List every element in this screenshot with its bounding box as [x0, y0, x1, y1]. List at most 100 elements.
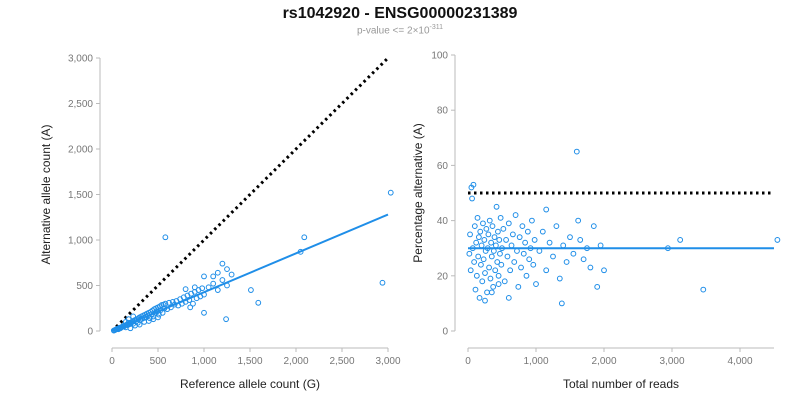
x-tick-label: 3,000 [375, 356, 400, 367]
data-point [573, 148, 580, 155]
data-point [543, 267, 550, 274]
data-point [514, 248, 520, 254]
reference-line [110, 56, 390, 333]
data-point [478, 242, 485, 249]
data-point [125, 316, 132, 323]
data-point [210, 280, 217, 287]
data-point [473, 239, 480, 246]
y-tick-label: 0 [442, 327, 448, 338]
data-point [575, 217, 582, 224]
data-point [130, 313, 137, 320]
data-point [497, 214, 504, 221]
data-point [478, 261, 484, 268]
data-point [495, 272, 502, 279]
data-point [471, 223, 478, 230]
x-tick-label: 0 [109, 356, 115, 367]
data-point [191, 284, 198, 291]
data-point [496, 237, 503, 243]
y-tick-label: 40 [437, 216, 449, 227]
y-tick-label: 500 [76, 281, 93, 292]
data-point [505, 294, 512, 301]
data-point [531, 237, 538, 243]
x-axis-label: Reference allele count (G) [180, 377, 320, 391]
data-point [484, 289, 490, 296]
y-tick-label: 1,500 [68, 190, 93, 201]
data-point [526, 256, 533, 263]
data-point [495, 281, 502, 287]
data-point [774, 237, 781, 243]
data-point [530, 261, 537, 268]
data-point [199, 285, 206, 292]
data-point [210, 273, 217, 280]
data-point [543, 206, 550, 213]
data-point [597, 242, 604, 249]
data-point [518, 264, 524, 271]
data-point [479, 278, 486, 285]
data-point [136, 321, 143, 328]
data-point [190, 300, 196, 307]
data-point [228, 271, 235, 278]
data-point [553, 223, 560, 230]
data-point [512, 212, 519, 218]
data-point [224, 266, 230, 273]
y-axis-label: Percentage alternative (A) [411, 123, 425, 262]
data-point [481, 237, 488, 243]
data-point [214, 287, 221, 293]
data-point [520, 250, 527, 257]
data-point [501, 278, 508, 285]
data-point [469, 195, 475, 202]
data-point [511, 259, 518, 265]
chart-subtitle: p-value <= 2×10-311 [0, 24, 800, 36]
data-point [187, 304, 194, 311]
y-tick-label: 60 [437, 161, 449, 172]
data-point [492, 267, 499, 274]
data-point [492, 242, 499, 249]
subtitle-exponent: -311 [429, 24, 444, 31]
data-point [480, 256, 487, 263]
y-axis-label: Alternative allele count (A) [39, 124, 53, 264]
data-point [529, 217, 535, 224]
x-tick-label: 3,000 [659, 356, 684, 367]
data-point [476, 294, 483, 301]
y-tick-label: 2,500 [68, 99, 93, 110]
data-point [485, 231, 492, 238]
x-tick-label: 1,000 [191, 356, 216, 367]
data-point [201, 273, 207, 280]
data-point [560, 242, 567, 249]
right-scatter-panel: 0 1,000 2,000 3,000 4,000 0 20 40 60 80 100 Total n… [411, 51, 781, 391]
data-point [580, 256, 587, 263]
data-point [214, 269, 221, 276]
data-point [515, 283, 522, 290]
data-point [503, 237, 509, 243]
data-point [577, 237, 584, 243]
data-point [477, 228, 484, 235]
data-point [470, 181, 477, 188]
data-point [563, 259, 570, 265]
data-point [539, 228, 546, 235]
data-point [474, 214, 481, 221]
y-tick-label: 3,000 [68, 54, 93, 65]
data-point [700, 286, 707, 293]
data-point [500, 225, 507, 232]
data-point [533, 281, 539, 287]
data-point [504, 253, 511, 260]
data-point [587, 264, 594, 271]
x-tick-label: 2,000 [591, 356, 616, 367]
data-point [491, 234, 498, 241]
y-tick-label: 0 [87, 327, 93, 338]
data-point [201, 309, 207, 316]
data-point [570, 250, 577, 257]
data-point [497, 250, 503, 257]
data-point [162, 234, 169, 241]
y-tick-label: 1,000 [68, 236, 93, 247]
data-point [516, 234, 523, 241]
data-point [248, 287, 254, 293]
data-point [467, 267, 474, 274]
x-axis-label: Total number of reads [563, 377, 679, 391]
data-point [482, 297, 488, 304]
data-point [498, 261, 505, 268]
data-point [472, 286, 479, 293]
data-point [155, 314, 161, 321]
data-point [219, 277, 226, 283]
